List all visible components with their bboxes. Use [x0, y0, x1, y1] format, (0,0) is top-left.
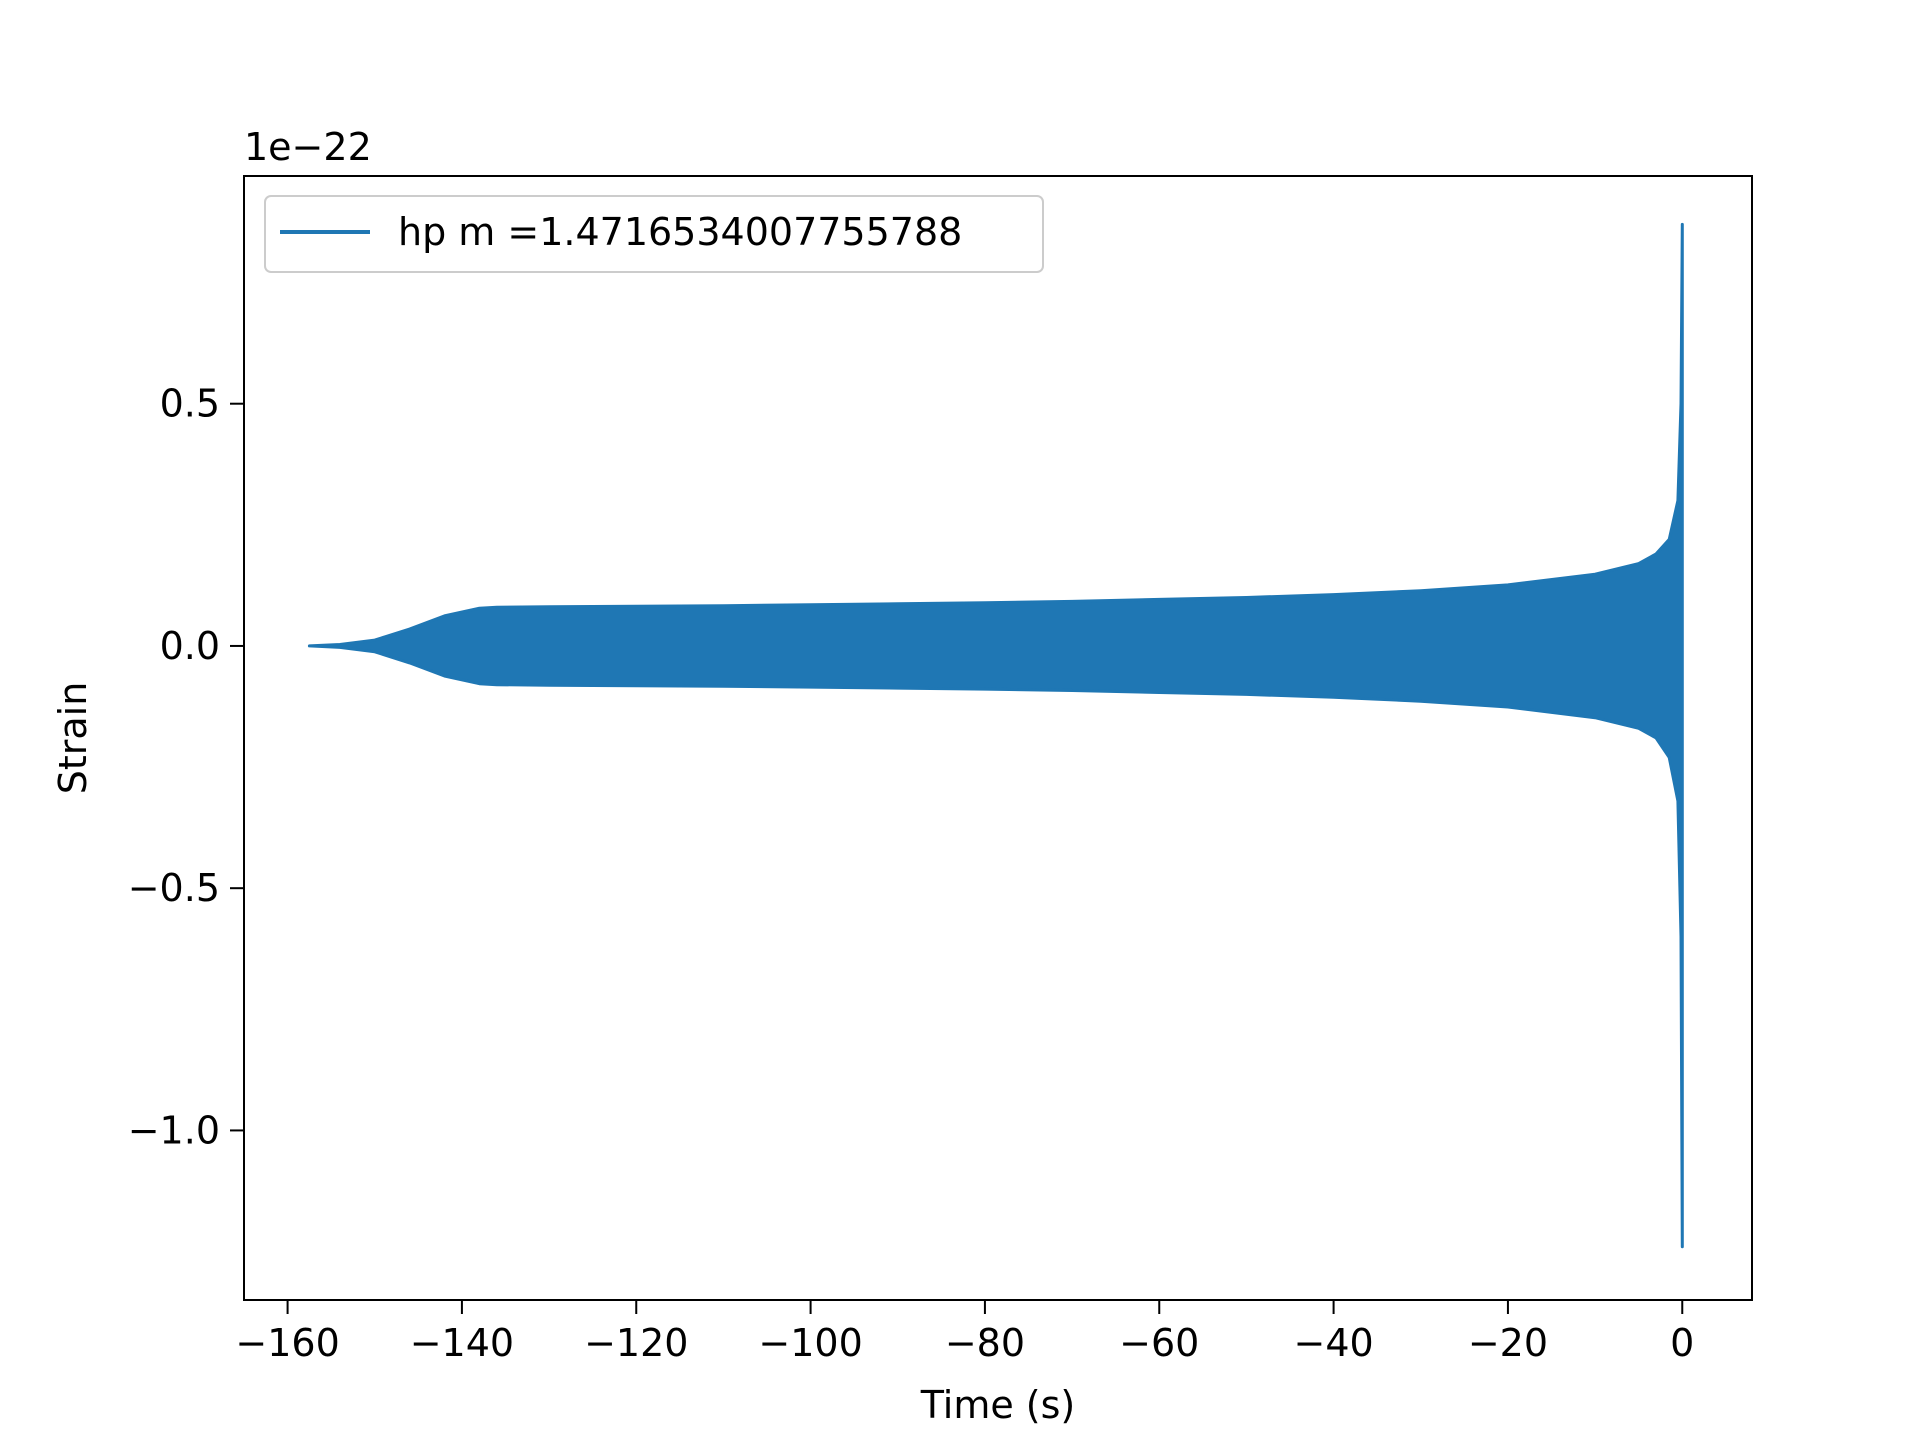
legend: hp m =1.4716534007755788 — [264, 195, 1044, 273]
x-tick-label: −20 — [1468, 1321, 1548, 1365]
legend-label-hp: hp m =1.4716534007755788 — [398, 210, 962, 254]
series-hp-waveform — [307, 222, 1684, 1249]
y-axis-label: Strain — [51, 682, 95, 795]
y-axis-offset-label: 1e−22 — [244, 125, 372, 169]
x-axis-label: Time (s) — [920, 1383, 1076, 1427]
y-tick-label: −0.5 — [128, 866, 220, 910]
x-tick-label: −140 — [410, 1321, 514, 1365]
x-tick-label: −160 — [235, 1321, 339, 1365]
x-tick-label: −80 — [945, 1321, 1025, 1365]
plot-area — [307, 222, 1684, 1249]
y-tick-label: 0.0 — [160, 624, 220, 668]
x-tick-label: −120 — [584, 1321, 688, 1365]
legend-box — [264, 195, 1044, 273]
x-tick-label: 0 — [1670, 1321, 1694, 1365]
x-tick-label: −40 — [1293, 1321, 1373, 1365]
x-axis-ticks: −160 −140 −120 −100 −80 −60 −40 −20 0 — [235, 1300, 1694, 1365]
plot-frame — [243, 175, 1753, 1301]
y-tick-label: 0.5 — [160, 382, 220, 426]
y-axis-ticks: −1.0 −0.5 0.0 0.5 — [128, 382, 244, 1152]
y-tick-label: −1.0 — [128, 1108, 220, 1152]
x-tick-label: −100 — [758, 1321, 862, 1365]
x-tick-label: −60 — [1119, 1321, 1199, 1365]
